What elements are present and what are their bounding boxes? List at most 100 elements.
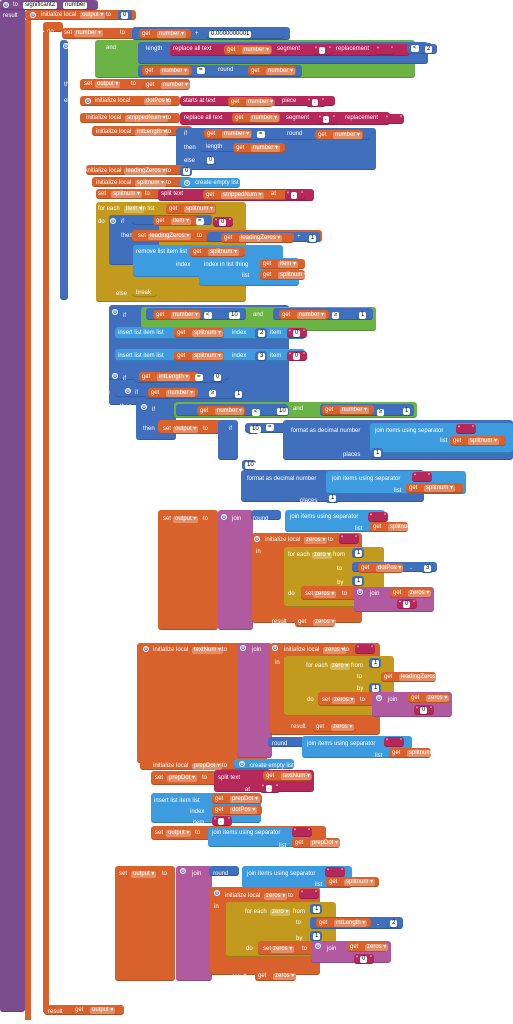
mutator-gear-icon[interactable]: ⚙ [63,43,69,49]
set-output-final-block[interactable] [115,866,175,981]
variable-dropdown[interactable]: number ▾ [266,67,296,75]
mutator-gear-icon[interactable]: ⚙ [30,12,36,18]
get-variable-block[interactable] [450,436,506,446]
get-variable-block[interactable] [408,693,450,703]
get-variable-block[interactable] [212,805,262,815]
number-field[interactable]: 1 [359,311,367,319]
variable-dropdown[interactable]: splitnum ▾ [424,484,456,492]
get-variable-block[interactable] [279,310,329,320]
get-variable-block[interactable] [316,918,371,928]
if-ten-block[interactable] [218,420,238,460]
text-string-field[interactable]: 0 [293,329,301,337]
variable-dropdown[interactable]: output ▾ [173,425,199,433]
number-field[interactable]: 3 [424,564,432,572]
get-variable-block[interactable] [174,351,224,361]
number-field[interactable]: 1 [374,449,382,457]
number-field[interactable]: 1 [313,932,321,940]
lt-dropdown[interactable]: < [252,409,260,416]
variable-dropdown[interactable]: zero ▾ [330,662,351,670]
number-field[interactable]: 2 [425,45,433,53]
get-variable-block[interactable] [390,588,432,598]
mutator-gear-icon[interactable]: ⚙ [112,309,118,315]
variable-dropdown[interactable]: number ▾ [297,311,327,319]
mutator-gear-icon[interactable]: ⚙ [272,645,278,651]
mutator-gear-icon[interactable]: ⚙ [180,868,186,874]
text-string-block[interactable] [355,644,375,654]
variable-dropdown[interactable]: number ▾ [161,81,191,89]
variable-dropdown[interactable]: zeros ▾ [313,590,337,598]
join-textNum-block[interactable] [237,643,272,758]
number-field[interactable]: 2 [390,919,398,927]
set-zeros-3-block[interactable] [258,941,323,955]
number-field[interactable]: 1 [309,234,317,242]
get-variable-block[interactable] [381,672,436,682]
get-variable-block[interactable] [370,522,408,532]
number-field[interactable]: 2 [258,329,266,337]
variable-name-field[interactable]: strippedNum ▾ [125,114,168,122]
get-variable-block[interactable] [190,247,245,257]
variable-dropdown[interactable]: zeros ▾ [331,723,355,731]
get-variable-block[interactable] [212,794,262,804]
variable-dropdown[interactable]: zeros ▾ [313,618,337,626]
procedure-definition-block[interactable] [0,0,25,1012]
parameter-name-field[interactable]: number [63,1,88,9]
variable-dropdown[interactable]: leadingZeros ▾ [399,673,443,681]
variable-dropdown[interactable]: number ▾ [251,144,281,152]
variable-dropdown[interactable]: splitnum ▾ [344,878,376,886]
lt-operator-block[interactable] [407,43,432,54]
variable-dropdown[interactable]: item ▾ [124,205,145,213]
variable-dropdown[interactable]: number ▾ [246,98,276,106]
text-string-block[interactable] [456,424,476,434]
variable-dropdown[interactable]: zero ▾ [312,551,333,559]
variable-name-field[interactable]: prepDot ▾ [192,762,223,770]
text-string-block[interactable] [292,827,312,837]
get-variable-block[interactable] [174,328,224,338]
eq-dropdown[interactable]: = [197,67,205,74]
number-field[interactable]: 10 [245,461,256,469]
variable-dropdown[interactable]: splitnum ▾ [184,205,216,213]
number-field[interactable]: 1 [329,494,337,502]
get-variable-block[interactable] [255,971,296,981]
mutator-gear-icon[interactable]: ⚙ [141,404,147,410]
initialize-local-output-block[interactable] [25,10,136,20]
variable-name-field[interactable]: intLength ▾ [135,128,169,136]
number-field[interactable]: 1 [355,577,363,585]
variable-dropdown[interactable]: number ▾ [157,30,187,38]
variable-dropdown[interactable]: prepDot ▾ [310,839,341,847]
init-leadingZeros-block[interactable] [86,165,186,175]
variable-dropdown[interactable]: number ▾ [171,311,201,319]
get-variable-block[interactable] [204,129,252,139]
variable-dropdown[interactable]: splitnum ▾ [111,190,143,198]
get-variable-block[interactable] [347,942,387,952]
mutator-gear-icon[interactable]: ⚙ [221,514,227,520]
variable-dropdown[interactable]: zeros ▾ [408,589,432,597]
mutator-gear-icon[interactable]: ⚙ [240,645,246,651]
text-string-block[interactable] [375,45,395,55]
text-string-field[interactable]: . [291,191,297,199]
variable-dropdown[interactable]: number ▾ [74,29,104,37]
get-variable-block[interactable] [143,80,188,90]
variable-name-field[interactable]: zeros ▾ [323,646,347,654]
mutator-gear-icon[interactable]: ⚙ [239,761,245,767]
number-field[interactable]: 10 [250,425,261,433]
gte-dropdown[interactable]: ≥ [209,390,217,397]
get-variable-block[interactable] [148,388,198,398]
text-string-block[interactable] [325,867,345,877]
variable-dropdown[interactable]: number ▾ [333,131,363,139]
round-2-block[interactable] [268,737,308,747]
variable-dropdown[interactable]: prepDot ▾ [230,795,261,803]
variable-dropdown[interactable]: output ▾ [95,80,121,88]
variable-dropdown[interactable]: zeros ▾ [365,943,389,951]
number-field[interactable]: 1 [403,407,411,415]
mutator-gear-icon[interactable]: ⚙ [376,695,382,701]
number-field[interactable]: 0 [183,167,191,175]
eq-dropdown[interactable]: = [196,218,204,225]
text-string-field[interactable]: 0 [403,600,411,608]
variable-dropdown[interactable]: dotPos ▾ [376,564,404,572]
get-variable-block[interactable] [72,1005,117,1015]
variable-dropdown[interactable]: textNum ▾ [281,772,313,780]
variable-name-field[interactable]: textNum ▾ [192,646,224,654]
variable-name-field[interactable]: zeros ▾ [264,892,288,900]
variable-dropdown[interactable]: output ▾ [90,1006,116,1014]
procedure-name-field[interactable]: significant2 [23,1,58,9]
